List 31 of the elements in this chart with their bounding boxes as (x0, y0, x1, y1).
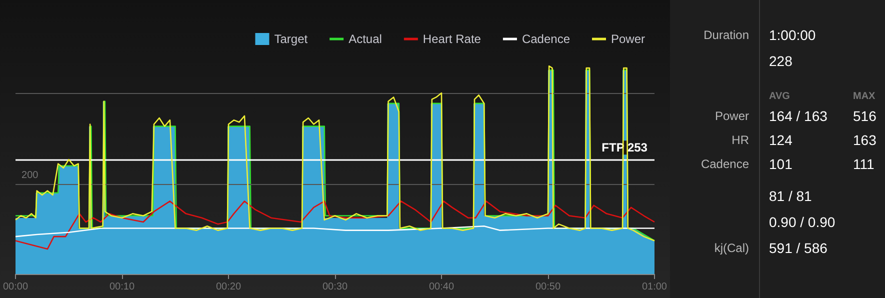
legend-label: Heart Rate (422, 32, 482, 46)
legend-label: Cadence (522, 32, 570, 46)
text: MAX (853, 90, 876, 104)
text: 591 / 586 (769, 239, 828, 257)
x-tick-label: 01:00 (642, 282, 668, 292)
text: Cadence (700, 156, 749, 173)
x-tick-label: 00:40 (428, 282, 454, 292)
x-tick-label: 00:20 (216, 282, 242, 292)
text: 81 / 81 (769, 187, 812, 205)
text: 163 (853, 131, 876, 149)
text: kj(Cal) (714, 240, 749, 257)
x-tick-label: 00:00 (2, 282, 28, 292)
text: 124 (769, 131, 792, 149)
text: 164 / 163 (769, 107, 828, 125)
text: 516 (853, 107, 876, 125)
legend-label: Target (274, 32, 308, 46)
legend-label: Power (610, 32, 646, 46)
text: 228 (769, 52, 792, 70)
text: 0.90 / 0.90 (769, 213, 836, 231)
legend-label: Actual (348, 32, 382, 46)
x-tick-label: 00:10 (109, 282, 135, 292)
text: 111 (853, 155, 874, 173)
text: Power (714, 108, 749, 125)
text: AVG (769, 90, 790, 104)
text: 101 (769, 155, 792, 173)
text: HR (732, 132, 749, 149)
x-tick-label: 00:50 (535, 282, 561, 292)
x-tick-label: 00:30 (322, 282, 348, 292)
text: Duration (704, 27, 749, 44)
text: 1:00:00 (769, 26, 816, 44)
annotation: 200 (22, 170, 39, 182)
